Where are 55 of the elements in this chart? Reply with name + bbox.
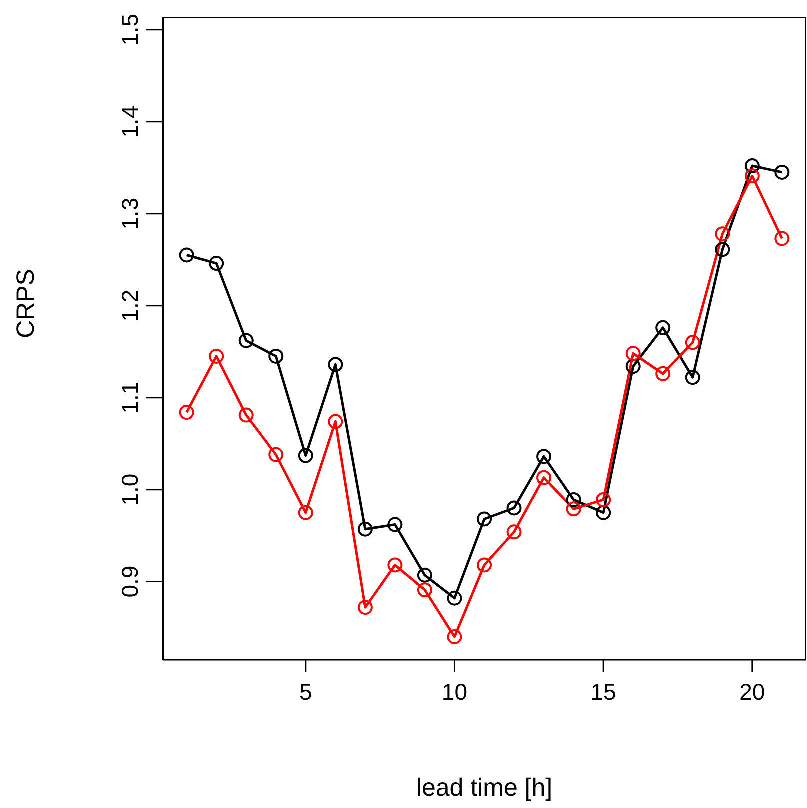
point [179,405,194,420]
point [447,590,462,606]
point [596,505,612,520]
point [417,568,432,583]
x-tick-label: 5 [299,679,312,705]
point [447,630,462,645]
point [774,164,790,180]
point [596,492,612,508]
point [477,512,492,527]
point [358,600,373,616]
point [417,582,432,598]
point [715,226,730,242]
point [209,256,224,272]
y-tick-label: 1.2 [117,290,143,322]
y-tick-label: 1.3 [117,198,143,230]
point [566,502,582,517]
point [774,231,790,246]
point [477,558,492,573]
x-axis-title: lead time [h] [416,774,553,802]
x-tick-label: 15 [590,679,616,705]
point [328,357,344,372]
point [536,470,552,486]
point [298,505,314,520]
point [536,449,552,464]
point [744,168,760,184]
y-tick-label: 1.4 [117,106,143,138]
point [506,500,522,516]
y-tick-label: 0.9 [117,566,143,598]
x-tick-label: 10 [442,679,468,705]
point [685,335,700,350]
y-axis-title: CRPS [12,269,40,338]
point [566,492,582,508]
point [656,366,671,382]
point [715,242,730,258]
point [179,248,194,263]
point [358,522,373,537]
point [744,158,760,174]
point [388,558,403,573]
point [506,524,522,540]
y-tick-label: 1.0 [117,474,143,506]
point [238,408,254,423]
point [298,448,314,464]
point [626,359,641,374]
point [268,348,284,364]
point [328,414,344,430]
y-tick-label: 1.5 [117,14,143,46]
x-tick-label: 20 [740,679,766,705]
point [626,346,641,362]
point [268,447,284,462]
point [656,320,671,336]
point [209,348,224,364]
point [685,370,700,386]
point [388,517,403,532]
y-tick-label: 1.1 [117,382,143,414]
point [238,333,254,348]
